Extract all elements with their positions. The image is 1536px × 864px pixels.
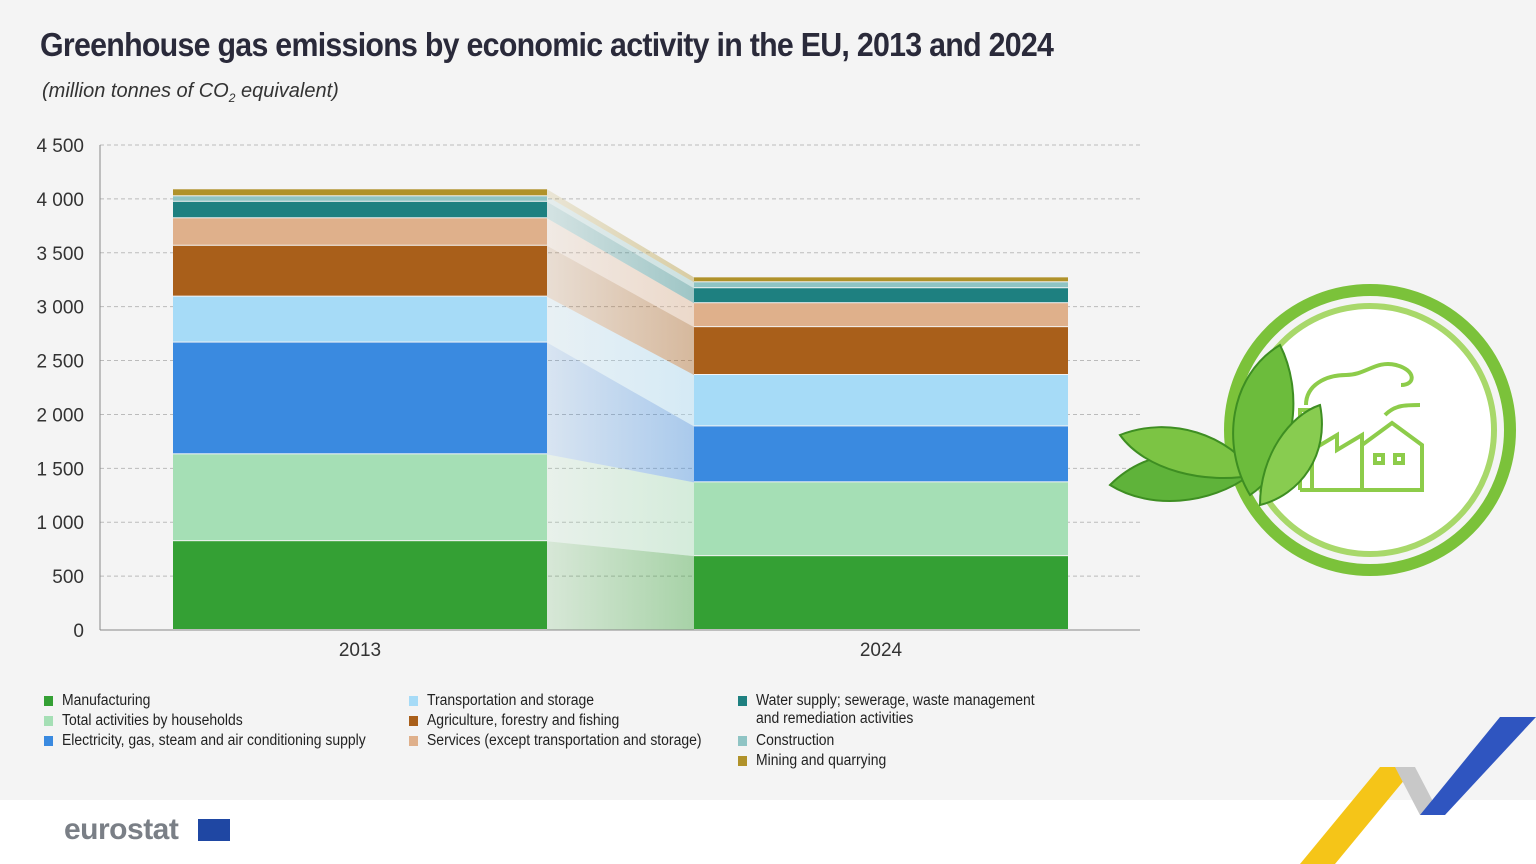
legend-label: Manufacturing bbox=[62, 692, 151, 709]
bar-segment bbox=[173, 245, 547, 296]
legend-item: Agriculture, forestry and fishing bbox=[409, 712, 702, 732]
y-tick-label: 3 500 bbox=[36, 244, 84, 265]
flow-connector bbox=[547, 296, 694, 427]
bar-segment bbox=[173, 296, 547, 342]
bar-segment bbox=[694, 303, 1068, 327]
x-tick-label: 2013 bbox=[339, 640, 381, 661]
flow-connector bbox=[547, 245, 694, 375]
y-tick-label: 1 500 bbox=[36, 459, 84, 480]
legend-column: Transportation and storage Agriculture, f… bbox=[409, 692, 702, 752]
y-tick-label: 3 000 bbox=[36, 298, 84, 319]
legend-column: Water supply; sewerage, waste management… bbox=[738, 692, 1035, 772]
legend-item: Electricity, gas, steam and air conditio… bbox=[44, 732, 366, 752]
legend-item: Manufacturing bbox=[44, 692, 366, 712]
legend-swatch bbox=[409, 736, 418, 746]
y-tick-label: 2 000 bbox=[36, 405, 84, 426]
legend-label: Services (except transportation and stor… bbox=[427, 732, 702, 749]
legend-item: Water supply; sewerage, waste management… bbox=[738, 692, 1035, 732]
flow-connector bbox=[547, 541, 694, 630]
flow-connector bbox=[547, 189, 694, 283]
flow-connector bbox=[547, 201, 694, 304]
bar-segment bbox=[694, 327, 1068, 374]
subtitle-text: (million tonnes of CO bbox=[42, 80, 229, 102]
legend-swatch bbox=[738, 736, 747, 746]
y-tick-label: 500 bbox=[52, 567, 84, 588]
bar-segment bbox=[694, 282, 1068, 288]
legend-column: Manufacturing Total activities by househo… bbox=[44, 692, 366, 752]
bar-segment bbox=[173, 201, 547, 218]
legend-swatch bbox=[44, 696, 53, 706]
legend-item: Mining and quarrying bbox=[738, 752, 1035, 772]
legend-swatch bbox=[738, 756, 747, 766]
legend-label: Mining and quarrying bbox=[756, 752, 887, 769]
x-tick-label: 2024 bbox=[860, 640, 903, 661]
green-factory-leaf-icon bbox=[1108, 284, 1516, 576]
bar-segment bbox=[173, 196, 547, 201]
legend-swatch bbox=[44, 716, 53, 726]
subtitle-subscript: 2 bbox=[228, 91, 236, 105]
bar-segment bbox=[173, 454, 547, 541]
legend-swatch bbox=[738, 696, 747, 706]
chart-subtitle: (million tonnes of CO2 equivalent) bbox=[42, 80, 339, 105]
bar-segment bbox=[173, 189, 547, 196]
chart-title: Greenhouse gas emissions by economic act… bbox=[40, 26, 1054, 63]
y-tick-label: 2 500 bbox=[36, 352, 84, 373]
bar-segment bbox=[694, 288, 1068, 303]
bar-segment bbox=[173, 342, 547, 454]
bar-segment bbox=[173, 541, 547, 629]
flow-connector bbox=[547, 218, 694, 328]
footer bbox=[0, 800, 1536, 864]
bar-segment bbox=[694, 556, 1068, 629]
legend-swatch bbox=[409, 716, 418, 726]
y-tick-label: 0 bbox=[73, 621, 84, 642]
legend-label: Electricity, gas, steam and air conditio… bbox=[62, 732, 366, 749]
subtitle-end: equivalent) bbox=[235, 80, 339, 102]
legend-item: Total activities by households bbox=[44, 712, 366, 732]
y-tick-label: 4 000 bbox=[36, 190, 84, 211]
decorative-ribbon bbox=[1300, 717, 1536, 864]
legend-label-line: and remediation activities bbox=[756, 710, 914, 727]
legend-swatch bbox=[409, 696, 418, 706]
legend-item: Construction bbox=[738, 732, 1035, 752]
bar-segment bbox=[694, 482, 1068, 556]
bar-segment bbox=[173, 218, 547, 245]
flow-connector bbox=[547, 196, 694, 289]
eurostat-logo: eurostat bbox=[64, 813, 179, 846]
flow-connector bbox=[547, 342, 694, 483]
bar-segment bbox=[694, 374, 1068, 426]
flow-connector bbox=[547, 454, 694, 557]
legend-label: Transportation and storage bbox=[427, 692, 594, 709]
y-tick-label: 1 000 bbox=[36, 513, 84, 534]
legend-label: Construction bbox=[756, 732, 835, 749]
legend-swatch bbox=[44, 736, 53, 746]
stacked-bar-chart: 0 500 1 000 1 500 2 000 2 500 3 000 3 500 4 000 4… bbox=[36, 136, 1140, 661]
legend-label-line: Water supply; sewerage, waste management bbox=[756, 692, 1035, 709]
legend-label: Total activities by households bbox=[62, 712, 243, 729]
legend-item: Transportation and storage bbox=[409, 692, 702, 712]
legend-label: Water supply; sewerage, waste management… bbox=[756, 692, 1035, 728]
eu-flag-icon bbox=[198, 819, 230, 841]
y-tick-label: 4 500 bbox=[36, 136, 84, 157]
legend-item: Services (except transportation and stor… bbox=[409, 732, 702, 752]
bar-segment bbox=[694, 426, 1068, 482]
legend-label: Agriculture, forestry and fishing bbox=[427, 712, 620, 729]
bar-segment bbox=[694, 277, 1068, 282]
